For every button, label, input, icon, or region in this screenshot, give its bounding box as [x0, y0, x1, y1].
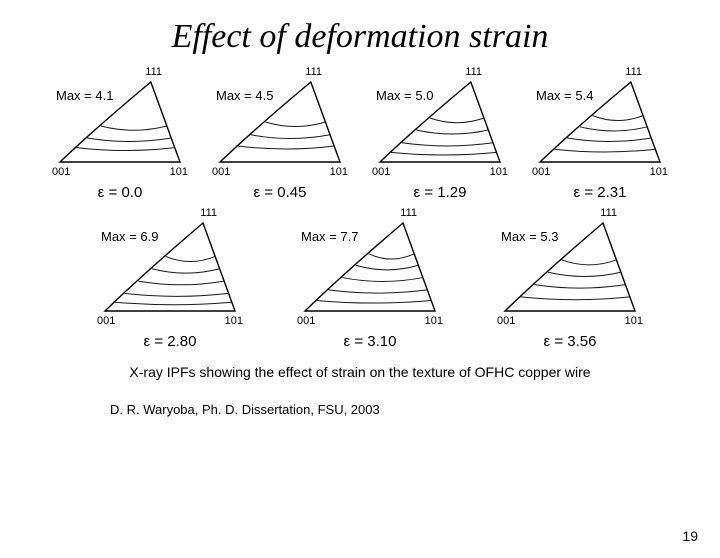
ipf-grid: 111 Max = 4.1 001 101 ε = 0.0 111 Max = …	[40, 66, 680, 350]
corner-label-101: 101	[225, 315, 243, 327]
ipf-plot: 111 Max = 5.0 001 101	[370, 66, 510, 178]
corner-label-111: 111	[305, 66, 322, 78]
ipf-plot: 111 Max = 7.7 001 101	[295, 207, 445, 327]
page-number: 19	[682, 528, 698, 544]
slide-title: Effect of deformation strain	[0, 18, 720, 56]
corner-label-101: 101	[625, 315, 643, 327]
epsilon-label: ε = 3.56	[544, 333, 597, 350]
corner-label-101: 101	[650, 166, 668, 178]
max-label: Max = 5.3	[501, 229, 558, 244]
corner-label-101: 101	[490, 166, 508, 178]
ipf-plot: 111 Max = 5.4 001 101	[530, 66, 670, 178]
epsilon-label: ε = 2.31	[574, 184, 627, 201]
corner-label-001: 001	[372, 166, 390, 178]
figure-caption: X-ray IPFs showing the effect of strain …	[0, 364, 720, 380]
ipf-cell: 111 Max = 6.9 001 101 ε = 2.80	[70, 207, 270, 350]
corner-label-001: 001	[297, 315, 315, 327]
corner-label-101: 101	[170, 166, 188, 178]
ipf-plot: 111 Max = 5.3 001 101	[495, 207, 645, 327]
ipf-cell: 111 Max = 5.0 001 101 ε = 1.29	[360, 66, 520, 201]
ipf-cell: 111 Max = 7.7 001 101 ε = 3.10	[270, 207, 470, 350]
max-label: Max = 6.9	[101, 229, 158, 244]
epsilon-label: ε = 2.80	[144, 333, 197, 350]
corner-label-001: 001	[497, 315, 515, 327]
max-label: Max = 5.0	[376, 88, 433, 103]
ipf-cell: 111 Max = 5.4 001 101 ε = 2.31	[520, 66, 680, 201]
corner-label-111: 111	[465, 66, 482, 78]
corner-label-111: 111	[145, 66, 162, 78]
ipf-plot: 111 Max = 4.1 001 101	[50, 66, 190, 178]
max-label: Max = 5.4	[536, 88, 593, 103]
epsilon-label: ε = 0.0	[98, 184, 143, 201]
corner-label-111: 111	[625, 66, 642, 78]
max-label: Max = 7.7	[301, 229, 358, 244]
corner-label-001: 001	[212, 166, 230, 178]
max-label: Max = 4.5	[216, 88, 273, 103]
epsilon-label: ε = 0.45	[254, 184, 307, 201]
epsilon-label: ε = 3.10	[344, 333, 397, 350]
corner-label-101: 101	[425, 315, 443, 327]
ipf-plot: 111 Max = 4.5 001 101	[210, 66, 350, 178]
ipf-row-1: 111 Max = 4.1 001 101 ε = 0.0 111 Max = …	[40, 66, 680, 201]
corner-label-001: 001	[52, 166, 70, 178]
citation: D. R. Waryoba, Ph. D. Dissertation, FSU,…	[110, 402, 720, 417]
ipf-cell: 111 Max = 4.1 001 101 ε = 0.0	[40, 66, 200, 201]
ipf-row-2: 111 Max = 6.9 001 101 ε = 2.80 111 Max =…	[40, 207, 680, 350]
corner-label-111: 111	[600, 207, 617, 219]
ipf-cell: 111 Max = 4.5 001 101 ε = 0.45	[200, 66, 360, 201]
corner-label-111: 111	[400, 207, 417, 219]
ipf-plot: 111 Max = 6.9 001 101	[95, 207, 245, 327]
max-label: Max = 4.1	[56, 88, 113, 103]
epsilon-label: ε = 1.29	[414, 184, 467, 201]
corner-label-001: 001	[532, 166, 550, 178]
corner-label-111: 111	[200, 207, 217, 219]
ipf-cell: 111 Max = 5.3 001 101 ε = 3.56	[470, 207, 670, 350]
corner-label-001: 001	[97, 315, 115, 327]
corner-label-101: 101	[330, 166, 348, 178]
